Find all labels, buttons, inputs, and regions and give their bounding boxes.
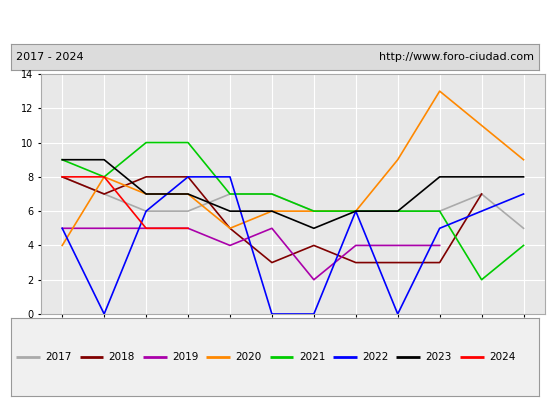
Text: 2022: 2022	[362, 352, 388, 362]
Text: http://www.foro-ciudad.com: http://www.foro-ciudad.com	[379, 52, 534, 62]
Text: 2024: 2024	[489, 352, 515, 362]
Text: Evolucion del paro registrado en Tubilla del Lago: Evolucion del paro registrado en Tubilla…	[73, 14, 477, 28]
Text: 2023: 2023	[426, 352, 452, 362]
Text: 2020: 2020	[235, 352, 262, 362]
Text: 2019: 2019	[172, 352, 199, 362]
Text: 2021: 2021	[299, 352, 325, 362]
Text: 2017 - 2024: 2017 - 2024	[16, 52, 84, 62]
Text: 2018: 2018	[109, 352, 135, 362]
Text: 2017: 2017	[45, 352, 72, 362]
